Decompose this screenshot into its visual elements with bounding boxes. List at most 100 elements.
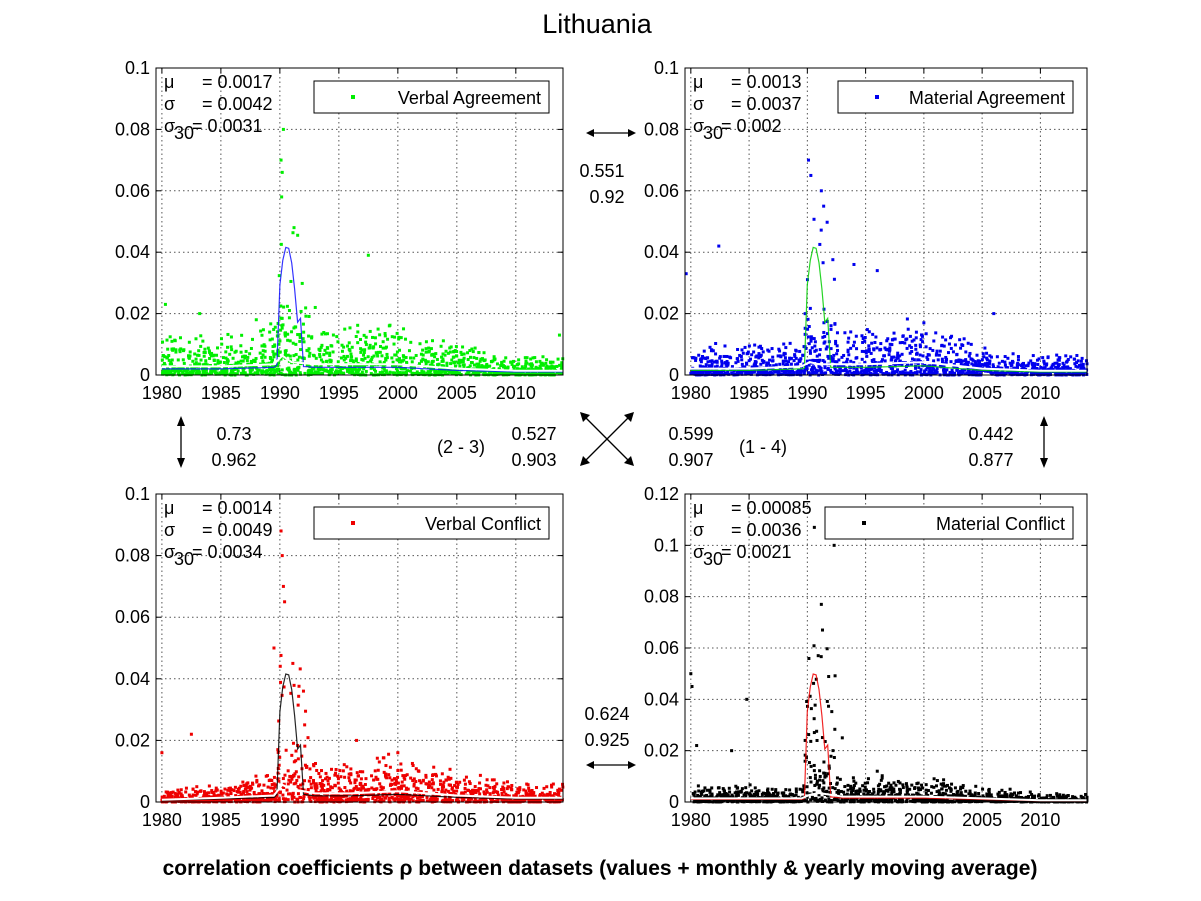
data-point [418,342,422,346]
data-point [938,349,942,353]
data-point [454,370,458,374]
data-point [501,364,505,368]
data-point [908,344,912,348]
data-point [307,794,311,798]
data-point [747,372,751,376]
data-point [865,372,869,376]
data-point [350,345,354,349]
data-point [940,343,944,347]
data-point [204,368,208,372]
data-point [210,790,214,794]
data-point [387,773,391,777]
data-point [256,799,260,803]
data-point [882,354,886,358]
data-point [192,369,196,373]
data-point [504,356,508,360]
data-point [1062,367,1066,371]
data-point [441,352,445,356]
data-point [835,360,839,364]
data-point [354,357,358,361]
data-point [507,794,511,798]
data-point [328,353,332,357]
legend-label: Material Agreement [909,88,1065,108]
data-point [278,790,282,794]
data-point [523,356,527,360]
data-point [195,363,199,367]
data-point [477,350,481,354]
data-point [478,370,482,374]
data-point [717,244,721,248]
data-point [281,584,285,588]
data-point [909,345,913,349]
data-point [814,368,818,372]
data-point [444,778,448,782]
data-point [925,366,929,370]
data-point [181,370,185,374]
data-point [387,796,391,800]
stat-sigma-symbol: σ [164,520,175,540]
data-point [272,353,276,357]
data-point [782,353,786,357]
data-point [374,342,378,346]
data-point [421,353,425,357]
data-point [443,372,447,376]
data-point [390,783,394,787]
data-point [874,335,878,339]
data-point [260,789,264,793]
data-point [325,775,329,779]
data-point [825,345,829,349]
x-tick-label: 2005 [962,810,1002,830]
data-point [194,357,198,361]
data-point [357,368,361,372]
data-point [740,348,744,352]
data-point [318,352,322,356]
data-point [426,360,430,364]
data-point [233,350,237,354]
data-point [551,360,555,364]
data-point [218,371,222,375]
data-point [282,782,286,786]
data-point [161,371,165,375]
data-point [495,799,499,803]
data-point [494,790,498,794]
data-point [243,787,247,791]
data-point [512,367,516,371]
data-point [387,752,391,756]
data-point [252,793,256,797]
data-point [539,367,543,371]
data-point [334,771,338,775]
data-point [272,790,276,794]
data-point [887,353,891,357]
y-tick-label: 0 [669,365,679,385]
data-point [294,371,298,375]
data-point [1065,359,1069,363]
data-point [279,529,283,533]
data-point [766,791,770,795]
data-point [753,360,757,364]
data-point [927,372,931,376]
data-point [1010,371,1014,375]
data-point [795,363,799,367]
data-point [362,353,366,357]
data-point [440,788,444,792]
data-point [285,788,289,792]
stat-mu-symbol: μ [164,72,174,92]
data-point [348,326,352,330]
data-point [525,371,529,375]
data-point [529,357,533,361]
data-point [434,774,438,778]
data-point [424,362,428,366]
data-point [781,359,785,363]
data-point [326,779,330,783]
data-point [258,793,262,797]
data-point [476,789,480,793]
data-point [524,360,528,364]
data-point [834,339,838,343]
data-point [421,779,425,783]
data-point [819,189,823,193]
data-point [443,370,447,374]
data-point [239,362,243,366]
data-point [345,789,349,793]
data-point [336,340,340,344]
data-point [716,793,720,797]
